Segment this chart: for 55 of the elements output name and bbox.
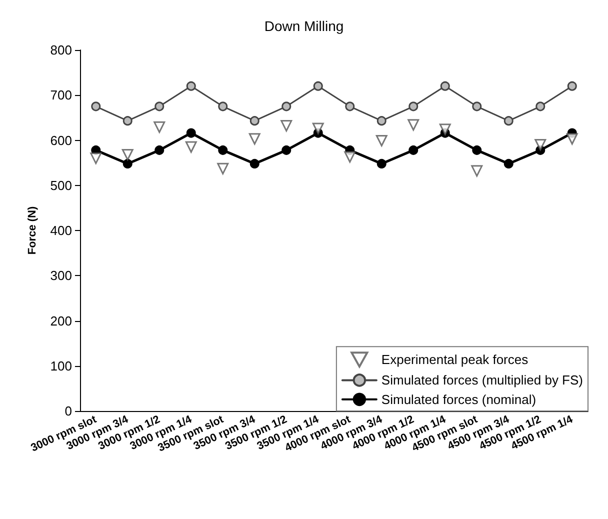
point — [345, 102, 355, 112]
point — [218, 102, 228, 112]
point — [440, 81, 450, 91]
point — [218, 145, 228, 155]
point — [282, 102, 292, 112]
y-tick-label: 500 — [50, 178, 72, 193]
point — [439, 124, 451, 136]
point — [472, 145, 482, 155]
point — [566, 133, 578, 145]
point — [376, 116, 386, 126]
y-tick-label: 400 — [50, 223, 72, 238]
y-tick-label: 600 — [50, 132, 72, 148]
point — [90, 152, 102, 164]
point — [471, 165, 483, 177]
point — [312, 122, 324, 134]
point — [567, 81, 577, 91]
y-tick-label: 300 — [50, 268, 72, 284]
y-tick-label: 200 — [50, 313, 72, 328]
point — [122, 148, 134, 160]
point — [154, 145, 164, 155]
point — [186, 128, 196, 138]
point — [376, 158, 386, 168]
y-tick-label: 100 — [50, 358, 72, 374]
point — [376, 134, 388, 146]
point — [344, 151, 356, 163]
point — [408, 102, 418, 112]
legend-label: Experimental peak forces — [381, 352, 529, 368]
point — [122, 116, 132, 126]
point — [504, 116, 514, 126]
y-tick-label: 700 — [50, 88, 72, 103]
point — [408, 145, 418, 155]
point — [536, 102, 546, 112]
y-tick-label: 800 — [50, 42, 72, 58]
point — [282, 145, 292, 155]
y-tick-label: 0 — [64, 404, 72, 418]
chart-title: Down Milling — [264, 18, 344, 34]
point — [472, 102, 482, 112]
point — [217, 162, 229, 174]
point — [250, 158, 260, 168]
legend-label: Simulated forces (multiplied by FS) — [381, 372, 584, 388]
point — [313, 81, 323, 91]
point — [154, 121, 166, 133]
point — [250, 116, 260, 126]
point — [122, 158, 132, 168]
point — [154, 102, 164, 112]
point — [504, 158, 514, 168]
point — [186, 81, 196, 91]
point — [185, 141, 197, 153]
y-axis-title: Force (N) — [26, 206, 38, 255]
legend-label: Simulated forces (nominal) — [381, 392, 536, 407]
point — [280, 120, 292, 132]
point — [408, 119, 420, 131]
point — [91, 102, 101, 112]
point — [248, 133, 260, 145]
point — [534, 139, 546, 151]
